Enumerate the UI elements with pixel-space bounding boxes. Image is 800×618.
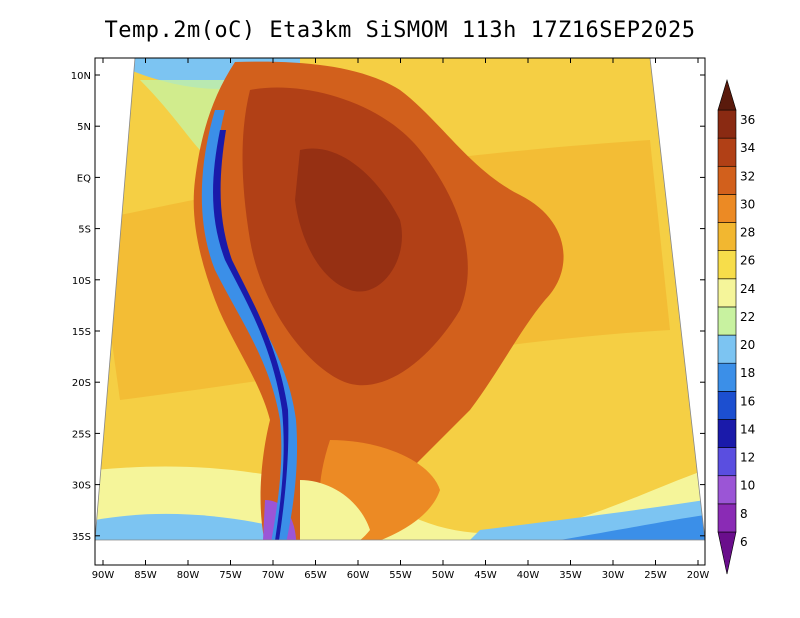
lon-tick-label: 55W: [389, 570, 412, 581]
colorbar-label: 12: [740, 451, 755, 465]
lon-tick-label: 30W: [602, 570, 625, 581]
colorbar-band: [717, 250, 737, 280]
colorbar-label: 34: [740, 141, 755, 155]
colorbar-band: [717, 334, 737, 364]
colorbar-band: [717, 194, 737, 223]
longitude-axis: 90W 85W 80W 75W 70W 65W 60W 55W 50W 45W 40W 35W 30W 2…: [92, 58, 710, 581]
colorbar-band: [717, 362, 737, 392]
lon-tick-label: 90W: [92, 570, 115, 581]
colorbar-band: [717, 278, 737, 308]
colorbar-label: 8: [740, 507, 748, 521]
colorbar-label: 24: [740, 282, 755, 296]
colorbar-label: 32: [740, 169, 755, 183]
colorbar-label: 14: [740, 422, 755, 436]
colorbar-label: 22: [740, 310, 755, 324]
colorbar-band: [717, 475, 737, 505]
lon-tick-label: 85W: [134, 570, 157, 581]
lat-tick-label: EQ: [77, 173, 91, 184]
colorbar-label: 6: [740, 535, 748, 549]
colorbar-band: [717, 447, 737, 477]
colorbar-band: [717, 419, 737, 448]
colorbar-label: 30: [740, 197, 755, 211]
lon-tick-label: 60W: [347, 570, 370, 581]
colorbar-band: [717, 109, 737, 139]
colorbar-label: 16: [740, 394, 755, 408]
colorbar-band: [717, 391, 737, 420]
lon-tick-label: 35W: [559, 570, 582, 581]
map-title: Temp.2m(oC) Eta3km SiSMOM 113h 17Z16SEP2…: [104, 18, 696, 43]
colorbar-label: 18: [740, 366, 755, 380]
lon-tick-label: 75W: [219, 570, 242, 581]
andes-cold-strip: [201, 110, 298, 540]
colorbar-label: 26: [740, 254, 755, 268]
lat-tick-label: 5N: [77, 122, 91, 133]
andes-coldest-ridge: [213, 130, 289, 540]
colorbar-band: [717, 137, 737, 167]
south-colder-band-east: [560, 515, 705, 540]
lat-tick-label: 30S: [72, 481, 91, 492]
lat-tick-label: 25S: [72, 429, 91, 440]
colorbar-label: 36: [740, 113, 755, 127]
lon-tick-label: 40W: [517, 570, 540, 581]
lon-tick-label: 45W: [474, 570, 497, 581]
patagonia-mild: [300, 480, 370, 540]
lat-tick-label: 35S: [72, 532, 91, 543]
lon-tick-label: 70W: [262, 570, 285, 581]
colorbar-min-triangle: [717, 531, 737, 575]
colorbar-band: [717, 165, 737, 195]
colorbar-label: 10: [740, 479, 755, 493]
lat-tick-label: 10S: [72, 276, 91, 287]
latitude-axis: 10N 5N EQ 5S 10S 15S 20S 25S 30S 35S: [71, 71, 705, 543]
colorbar: 6 8 10 12 14 16 18 20 22 24 26 28 30 32 34 36: [717, 78, 755, 575]
lon-tick-label: 65W: [304, 570, 327, 581]
lon-tick-label: 20W: [687, 570, 710, 581]
colorbar-band: [717, 306, 737, 336]
colorbar-max-triangle: [717, 78, 737, 111]
lon-tick-label: 50W: [432, 570, 455, 581]
map-field: [95, 58, 705, 540]
lat-tick-label: 5S: [78, 225, 91, 236]
lat-tick-label: 10N: [71, 71, 91, 82]
lat-tick-label: 20S: [72, 378, 91, 389]
colorbar-band: [717, 503, 737, 533]
interior-hottest-zone: [295, 148, 402, 292]
lon-tick-label: 80W: [177, 570, 200, 581]
colorbar-label: 20: [740, 338, 755, 352]
colorbar-band: [717, 222, 737, 251]
colorbar-label: 28: [740, 226, 755, 240]
lon-tick-label: 25W: [644, 570, 667, 581]
lat-tick-label: 15S: [72, 327, 91, 338]
